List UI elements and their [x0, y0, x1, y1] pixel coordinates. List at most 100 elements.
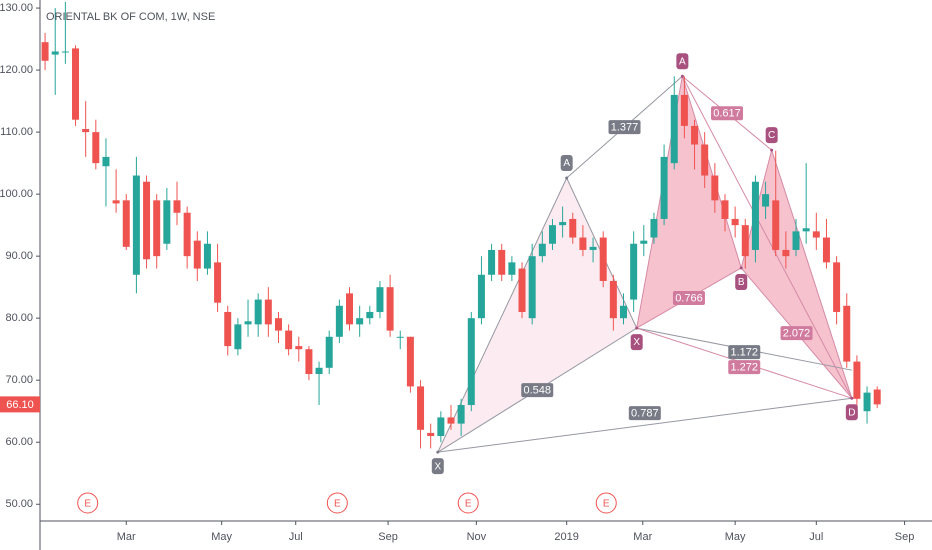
candle-body: [833, 262, 841, 312]
x-tick-label: 2019: [554, 531, 578, 543]
candle-body: [548, 225, 556, 244]
candle-body: [427, 432, 435, 437]
candle-body: [72, 48, 80, 120]
y-tick-label: 60.00: [5, 436, 33, 448]
candle-body: [691, 125, 699, 145]
candle-body: [812, 231, 820, 238]
candle-body: [234, 324, 242, 350]
ratio-box: [672, 291, 705, 306]
candle-body: [417, 386, 425, 430]
pattern-line: [681, 76, 853, 399]
y-tick-label: 90.00: [5, 250, 33, 262]
candle-body: [579, 237, 587, 250]
candle-body: [701, 144, 709, 176]
pattern-point: [436, 450, 440, 454]
candle-body: [285, 330, 293, 350]
event-label: E: [465, 499, 472, 510]
candle-body: [376, 287, 384, 312]
ratio-label: 2.072: [783, 327, 811, 339]
candle-body: [630, 243, 638, 300]
ratio-label: 1.377: [611, 122, 639, 134]
pattern-point: [635, 326, 639, 330]
point-box: [735, 273, 748, 290]
candle-body: [386, 287, 394, 331]
pattern-line: [681, 76, 742, 269]
x-tick-label: Nov: [467, 531, 487, 543]
pattern-fill: [636, 76, 742, 329]
ratio-box: [608, 120, 641, 135]
candle-body: [447, 417, 455, 424]
candle-body: [143, 181, 151, 260]
point-box: [845, 404, 858, 421]
candle-body: [477, 274, 485, 319]
candle-body: [802, 228, 810, 232]
point-box: [630, 334, 643, 351]
ratio-box: [780, 326, 813, 341]
candle-body: [315, 367, 323, 375]
y-tick-label: 120.00: [0, 64, 33, 76]
pattern-point: [565, 176, 569, 180]
candle-body: [518, 268, 526, 312]
ratio-label: 0.787: [631, 408, 659, 420]
ratio-label: 0.617: [713, 108, 741, 120]
candle-body: [356, 318, 364, 325]
last-price-label: 66.10: [6, 399, 34, 411]
pattern-line: [437, 397, 852, 453]
candle-body: [873, 389, 881, 405]
candle-body: [92, 132, 100, 164]
candle-body: [366, 311, 374, 319]
candle-body: [112, 200, 120, 204]
event-marker: [77, 492, 99, 514]
candle-body: [61, 51, 69, 53]
candle-body: [508, 262, 516, 275]
x-tick-label: Jul: [809, 531, 823, 543]
candle-body: [609, 280, 617, 319]
candle-body: [843, 305, 851, 362]
candle-body: [822, 237, 830, 263]
pattern-line: [771, 149, 853, 399]
candle-body: [102, 156, 110, 167]
candle-body: [711, 175, 719, 201]
candle-body: [224, 311, 232, 347]
candle-body: [51, 51, 59, 55]
event-label: E: [84, 499, 91, 510]
y-tick-label: 110.00: [0, 126, 33, 138]
point-box: [765, 127, 778, 144]
candle-body: [193, 240, 201, 269]
candle-body: [274, 318, 282, 331]
pattern-fill: [437, 178, 637, 453]
y-tick-label: 80.00: [5, 312, 33, 324]
point-label: C: [768, 130, 775, 141]
ratio-box: [728, 360, 761, 375]
candle-body: [122, 200, 130, 247]
candle-body: [731, 218, 739, 226]
point-box: [676, 53, 689, 70]
candle-body: [721, 200, 729, 219]
y-tick-label: 100.00: [0, 188, 33, 200]
point-box: [431, 458, 444, 475]
ratio-label: 0.766: [675, 292, 703, 304]
candle-body: [751, 181, 759, 250]
event-marker: [595, 492, 617, 514]
event-marker: [457, 492, 479, 514]
candle-layer: [41, 1, 881, 449]
candle-body: [173, 200, 181, 213]
candle-body: [346, 293, 354, 325]
candle-body: [640, 240, 648, 244]
point-label: X: [434, 461, 441, 472]
ratio-box: [521, 383, 554, 398]
point-box: [560, 155, 573, 172]
candle-body: [569, 218, 577, 238]
candle-body: [538, 243, 546, 257]
event-label: E: [603, 499, 610, 510]
point-label: A: [679, 56, 686, 67]
pattern-fill: [741, 150, 852, 399]
candle-body: [163, 200, 171, 244]
candle-body: [589, 246, 597, 250]
candle-body: [853, 361, 861, 399]
candle-body: [792, 231, 800, 250]
candle-body: [264, 299, 272, 325]
point-label: X: [633, 337, 640, 348]
pattern-layer: [437, 75, 853, 453]
